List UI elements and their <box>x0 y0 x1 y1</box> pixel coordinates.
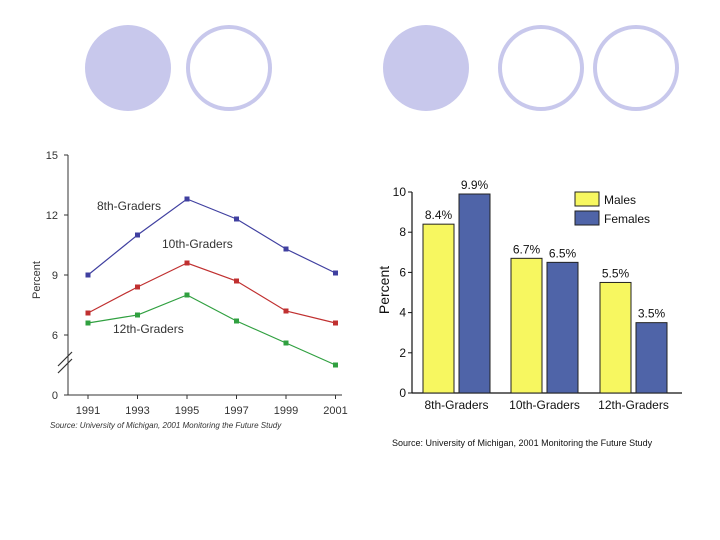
bar-value-label: 6.7% <box>513 242 541 256</box>
decor-circle-outline-3 <box>593 25 679 111</box>
series-label-8th-graders: 8th-Graders <box>97 199 161 213</box>
bar-females <box>458 193 491 394</box>
data-point-10th-graders <box>234 278 239 284</box>
decor-circle-filled-2 <box>383 25 469 111</box>
data-point-12th-graders <box>283 340 289 346</box>
bar-value-label: 6.5% <box>549 246 577 260</box>
data-point-10th-graders <box>85 310 91 316</box>
legend-swatch-females <box>574 210 600 226</box>
category-label: 10th-Graders <box>509 398 580 412</box>
category-label: 8th-Graders <box>424 398 488 412</box>
bar-chart-y-label: Percent <box>376 266 392 314</box>
data-point-10th-graders <box>283 308 289 314</box>
data-point-10th-graders <box>135 284 140 290</box>
x-tick-label: 1997 <box>224 405 248 417</box>
series-label-12th-graders: 12th-Graders <box>113 322 184 336</box>
x-tick-label: 1995 <box>175 405 199 417</box>
data-point-8th-graders <box>234 216 239 222</box>
data-point-12th-graders <box>135 312 140 318</box>
data-point-8th-graders <box>283 246 289 252</box>
legend-label-males: Males <box>604 193 636 207</box>
bar-males <box>599 281 632 394</box>
decorative-circles <box>85 25 679 111</box>
bar-value-label: 9.9% <box>461 178 489 192</box>
data-point-10th-graders <box>184 260 190 266</box>
y-tick-label: 0 <box>52 390 58 402</box>
y-tick-label: 2 <box>399 346 406 360</box>
decor-circle-filled-1 <box>85 25 171 111</box>
x-tick-label: 2001 <box>323 405 347 417</box>
data-point-8th-graders <box>184 196 190 202</box>
bar-value-label: 5.5% <box>602 266 630 280</box>
series-line-12th-graders <box>87 294 336 366</box>
data-point-12th-graders <box>184 292 190 298</box>
data-point-10th-graders <box>333 320 338 326</box>
line-chart: 0 6 9 12 15 1991 1993 1995 1997 1999 2001 Percent… <box>31 150 348 430</box>
series-line-8th-graders <box>87 198 336 276</box>
y-tick-label: 9 <box>52 270 58 282</box>
data-point-8th-graders <box>135 232 140 238</box>
legend-swatch-males <box>574 191 600 207</box>
line-chart-source: Source: University of Michigan, 2001 Mon… <box>50 421 282 430</box>
decor-circle-outline-1 <box>186 25 272 111</box>
data-point-12th-graders <box>85 320 91 326</box>
bar-value-label: 3.5% <box>638 307 666 321</box>
data-point-8th-graders <box>333 270 338 276</box>
x-tick-label: 1993 <box>125 405 149 417</box>
data-point-12th-graders <box>234 318 239 324</box>
y-tick-label: 0 <box>399 386 406 400</box>
line-chart-y-label: Percent <box>31 261 43 299</box>
bar-chart: 0 2 4 6 8 10 Percent 8.4% 9.9% 8th-Graders 6.7% 6… <box>376 178 682 448</box>
y-tick-label: 8 <box>399 225 406 239</box>
legend-label-females: Females <box>604 212 650 226</box>
data-point-8th-graders <box>85 272 91 278</box>
axis-break-mark <box>57 351 73 374</box>
bar-males <box>422 223 455 394</box>
y-tick-label: 6 <box>399 265 406 279</box>
bar-females <box>546 261 579 394</box>
decor-circle-outline-2 <box>498 25 584 111</box>
bar-females <box>635 322 668 394</box>
y-tick-label: 15 <box>46 150 58 162</box>
category-label: 12th-Graders <box>598 398 669 412</box>
y-tick-label: 10 <box>393 185 407 199</box>
bar-chart-source: Source: University of Michigan, 2001 Mon… <box>392 438 653 448</box>
y-tick-label: 4 <box>399 306 406 320</box>
bar-males <box>510 257 543 394</box>
y-tick-label: 12 <box>46 210 58 222</box>
x-tick-label: 1991 <box>76 405 100 417</box>
x-tick-label: 1999 <box>274 405 298 417</box>
bar-value-label: 8.4% <box>425 208 453 222</box>
series-line-10th-graders <box>87 262 336 324</box>
legend: Males Females <box>574 191 650 226</box>
y-tick-label: 6 <box>52 330 58 342</box>
data-point-12th-graders <box>333 362 338 368</box>
series-label-10th-graders: 10th-Graders <box>162 237 233 251</box>
